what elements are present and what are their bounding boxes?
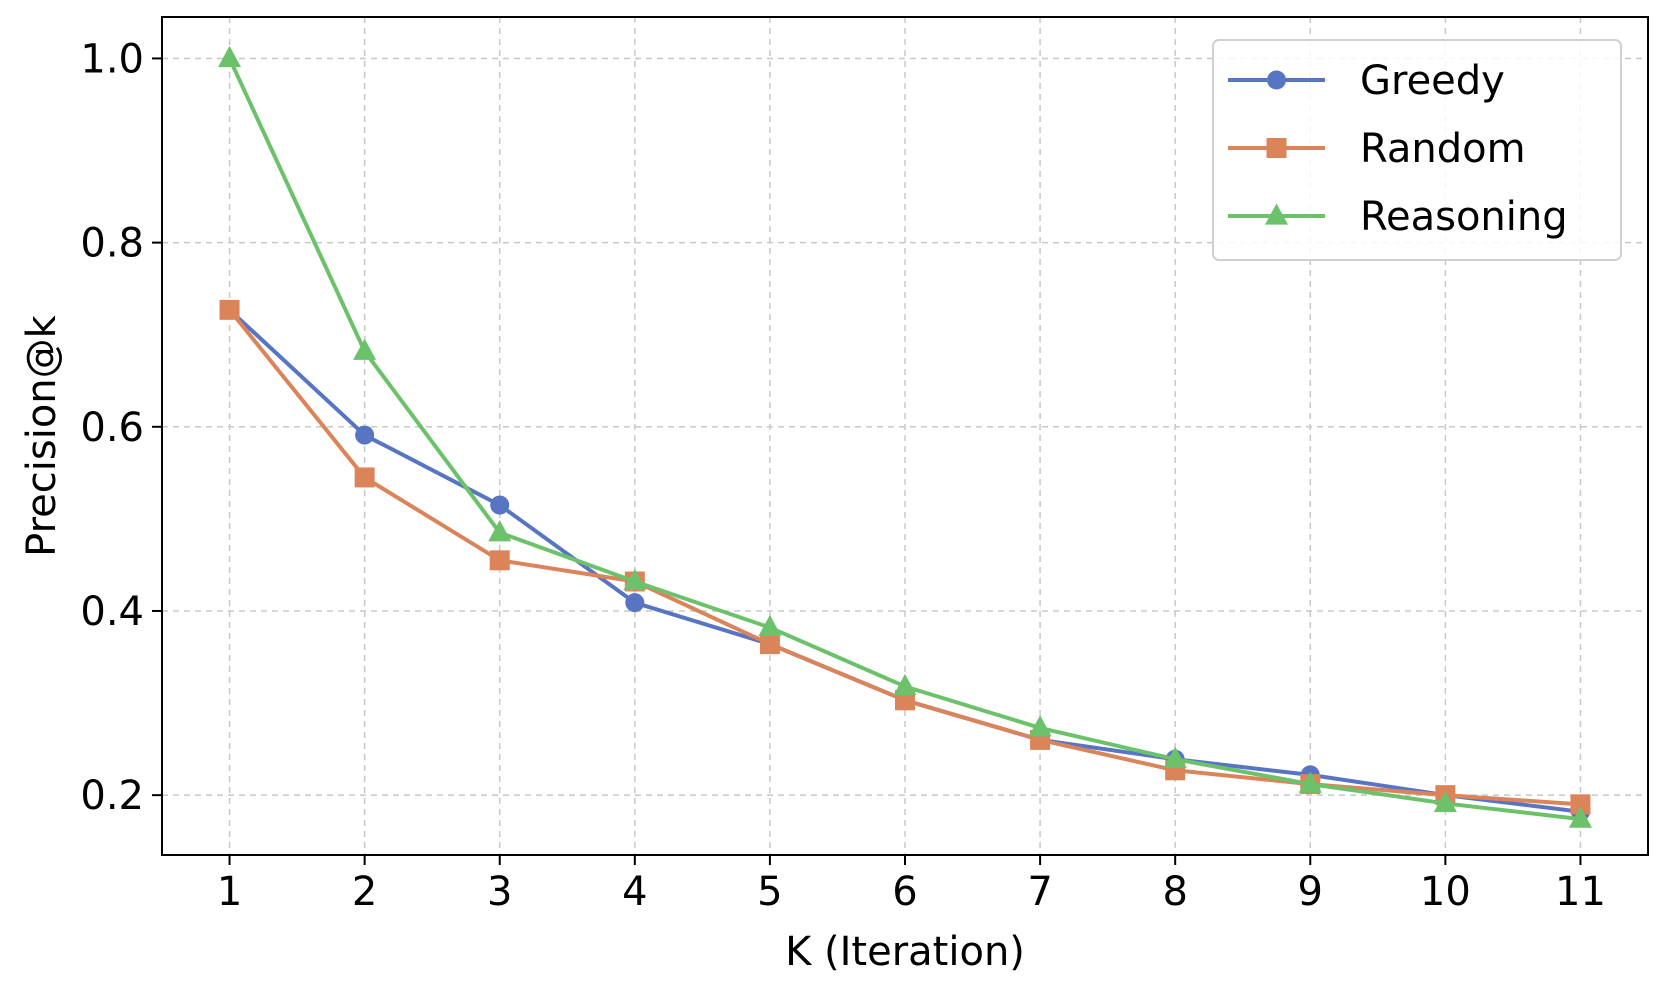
y-tick-label: 1.0 — [80, 36, 144, 82]
legend-marker-random — [1266, 138, 1287, 158]
data-point-reasoning — [1568, 806, 1592, 828]
x-tick-label: 11 — [1555, 869, 1606, 915]
x-axis-ticks: 1 2 3 4 5 6 7 8 9 10 11 — [217, 855, 1606, 915]
x-tick-label: 2 — [352, 869, 377, 915]
series-reasoning — [218, 45, 1592, 828]
legend-entry-reasoning: Reasoning — [1228, 194, 1568, 240]
x-tick-label: 10 — [1420, 869, 1471, 915]
data-point-reasoning — [1298, 771, 1322, 793]
y-tick-label: 0.6 — [80, 405, 144, 451]
data-point-random — [759, 634, 780, 655]
series-random — [219, 299, 1591, 815]
legend-marker-reasoning — [1265, 203, 1288, 225]
x-tick-label: 9 — [1298, 869, 1323, 915]
data-point-reasoning — [893, 673, 917, 696]
legend-label-random: Random — [1360, 126, 1526, 172]
data-point-reasoning — [1433, 790, 1457, 813]
legend-label-greedy: Greedy — [1360, 58, 1505, 104]
legend-label-reasoning: Reasoning — [1360, 194, 1568, 240]
data-point-reasoning — [623, 568, 647, 591]
x-tick-label: 1 — [217, 869, 242, 915]
x-tick-label: 7 — [1027, 869, 1052, 915]
data-point-random — [895, 690, 915, 711]
data-point-reasoning — [353, 338, 377, 360]
data-point-greedy — [355, 425, 375, 445]
y-tick-label: 0.4 — [80, 589, 144, 635]
y-tick-label: 0.2 — [80, 773, 144, 819]
data-point-reasoning — [218, 45, 242, 68]
legend: Greedy Random Reasoning — [1212, 39, 1622, 261]
y-tick-label: 0.8 — [80, 221, 144, 267]
data-point-greedy — [490, 495, 510, 515]
data-point-reasoning — [758, 614, 782, 637]
data-point-greedy — [625, 593, 645, 613]
data-point-random — [1570, 794, 1591, 815]
data-point-reasoning — [1163, 746, 1187, 768]
legend-box — [1212, 39, 1622, 261]
data-point-reasoning — [488, 520, 512, 542]
legend-entry-greedy: Greedy — [1228, 58, 1505, 104]
legend-marker-greedy — [1267, 70, 1286, 90]
legend-entry-random: Random — [1228, 126, 1526, 172]
x-axis-label: K (Iteration) — [785, 929, 1025, 975]
x-tick-label: 8 — [1162, 869, 1187, 915]
x-tick-label: 5 — [757, 869, 782, 915]
x-tick-label: 6 — [892, 869, 917, 915]
y-axis-label: Precision@k — [19, 314, 65, 556]
series-layer — [218, 45, 1592, 828]
data-point-reasoning — [1028, 715, 1052, 737]
y-axis-ticks: 0.2 0.4 0.6 0.8 1.0 — [80, 36, 162, 819]
data-point-random — [489, 550, 510, 571]
x-tick-label: 3 — [487, 869, 512, 915]
x-tick-label: 4 — [622, 869, 647, 915]
data-point-random — [219, 299, 240, 320]
data-point-random — [354, 467, 375, 488]
